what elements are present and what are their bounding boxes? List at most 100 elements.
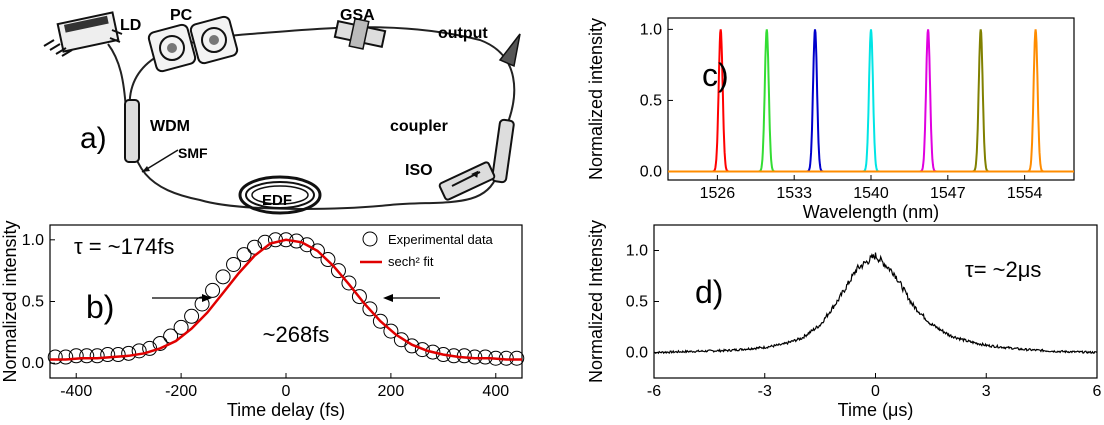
component-label-wdm: WDM bbox=[150, 118, 190, 135]
y-tick-label: 0.5 bbox=[626, 294, 648, 311]
y-axis-label: Normalized intensity bbox=[0, 220, 20, 382]
isolator-icon bbox=[438, 161, 496, 201]
y-tick-label: 1.0 bbox=[22, 232, 44, 249]
experimental-data-point bbox=[362, 301, 378, 317]
component-label-smf: SMF bbox=[178, 145, 208, 161]
component-label-edf: EDF bbox=[262, 192, 292, 209]
y-tick-label: 0.0 bbox=[22, 355, 44, 372]
x-tick-label: 400 bbox=[482, 383, 509, 400]
y-tick-label: 1.0 bbox=[640, 21, 662, 38]
component-label-iso: ISO bbox=[405, 162, 433, 179]
panel-label-c: c) bbox=[702, 57, 729, 93]
x-tick-label: 0 bbox=[282, 383, 291, 400]
experimental-data-point bbox=[425, 344, 441, 360]
fwhm-annotation: ~268fs bbox=[263, 322, 330, 347]
fwhm-arrowhead-right bbox=[383, 294, 393, 302]
gsa-connector-icon bbox=[333, 17, 387, 50]
experimental-data-point bbox=[110, 347, 126, 363]
x-tick-label: -400 bbox=[60, 383, 92, 400]
experimental-data-point bbox=[100, 347, 116, 363]
panel-label-b: b) bbox=[86, 289, 114, 325]
legend-label-fit: sech² fit bbox=[388, 254, 434, 269]
experimental-data-point bbox=[184, 308, 200, 324]
output-coupler-icon bbox=[491, 118, 515, 184]
component-label-output: output bbox=[438, 25, 488, 42]
experimental-data-point bbox=[236, 247, 252, 263]
x-tick-label: 3 bbox=[982, 383, 991, 400]
y-tick-label: 0.0 bbox=[640, 163, 662, 180]
wdm-coupler-icon bbox=[124, 99, 140, 163]
spectral-peak-line bbox=[914, 29, 942, 173]
spectral-peak-line bbox=[801, 29, 829, 173]
y-tick-label: 0.5 bbox=[22, 294, 44, 311]
experimental-data-point bbox=[58, 349, 74, 365]
component-label-pc: PC bbox=[170, 7, 193, 24]
y-axis-label: Normalized Intensity bbox=[586, 220, 606, 383]
experimental-data-point bbox=[330, 263, 346, 279]
component-label-coupler: coupler bbox=[390, 118, 448, 135]
spectral-peak-line bbox=[753, 29, 780, 173]
component-label-gsa: GSA bbox=[340, 7, 375, 24]
experimental-data-point bbox=[152, 335, 168, 351]
tau-annotation: τ = ~174fs bbox=[74, 234, 174, 259]
experimental-data-point bbox=[341, 275, 357, 291]
experimental-data-point bbox=[47, 349, 63, 365]
panel-label-d: d) bbox=[695, 274, 723, 310]
x-axis-label: Wavelength (nm) bbox=[803, 202, 939, 222]
x-tick-label: 1540 bbox=[853, 185, 889, 202]
legend-label-experimental: Experimental data bbox=[388, 232, 494, 247]
experimental-data-point bbox=[89, 348, 105, 364]
spectral-peak-line bbox=[857, 29, 885, 173]
experimental-data-point bbox=[121, 345, 137, 361]
y-tick-label: 1.0 bbox=[626, 243, 648, 260]
fwhm-arrowhead-left bbox=[202, 294, 212, 302]
panel-b-autocorrelation-chart: -400 -200 0 200 400 0.0 0.5 1.0 Time delay (fs) N… bbox=[0, 220, 525, 420]
experimental-data-point bbox=[215, 269, 231, 285]
panel-c-spectrum-chart: 1526 1533 1540 1547 1554 0.0 0.5 1.0 Wavelength … bbox=[586, 17, 1075, 222]
experimental-data-point bbox=[226, 256, 242, 272]
y-tick-label: 0.0 bbox=[626, 345, 648, 362]
sech2-fit-line bbox=[50, 238, 522, 361]
x-tick-label: 1533 bbox=[776, 185, 812, 202]
panel-a-schematic: LD PC GSA output WDM coupler SMF ISO EDF… bbox=[43, 7, 521, 215]
pulse-trace-line bbox=[653, 252, 1098, 355]
x-axis-label: Time (μs) bbox=[838, 400, 914, 420]
x-tick-label: -3 bbox=[758, 383, 772, 400]
spectral-peak-line bbox=[707, 29, 734, 173]
experimental-data-point bbox=[383, 323, 399, 339]
experimental-data-point bbox=[477, 349, 493, 365]
x-tick-label: 1526 bbox=[700, 185, 736, 202]
experimental-data-point bbox=[351, 289, 367, 305]
x-tick-label: 6 bbox=[1093, 383, 1102, 400]
y-axis-label: Normalized intensity bbox=[586, 18, 606, 180]
experimental-data-point bbox=[173, 319, 189, 335]
experimental-data-point bbox=[131, 343, 147, 359]
panel-label-a: a) bbox=[80, 122, 107, 155]
experimental-data-point bbox=[372, 313, 388, 329]
x-tick-label: 0 bbox=[871, 383, 880, 400]
legend-marker-experimental bbox=[362, 231, 378, 247]
experimental-data-point bbox=[320, 252, 336, 268]
x-tick-label: 200 bbox=[378, 383, 405, 400]
experimental-data-point bbox=[309, 243, 325, 259]
laser-diode-icon bbox=[43, 11, 127, 111]
x-tick-label: 1554 bbox=[1007, 185, 1043, 202]
spectral-peak-line bbox=[1022, 29, 1049, 173]
x-tick-label: -200 bbox=[165, 383, 197, 400]
spectral-peak-line bbox=[967, 29, 994, 173]
panel-d-pulse-train-chart: -6 -3 0 3 6 0.0 0.5 1.0 Time (μs) Normalized Inte… bbox=[586, 220, 1102, 420]
y-tick-label: 0.5 bbox=[640, 92, 662, 109]
experimental-data-point bbox=[79, 348, 95, 364]
experimental-data-point bbox=[404, 338, 420, 354]
output-connector-icon bbox=[498, 33, 521, 68]
experimental-data-point bbox=[205, 282, 221, 298]
x-tick-label: 1547 bbox=[930, 185, 966, 202]
component-label-ld: LD bbox=[120, 17, 141, 34]
experimental-data-point bbox=[68, 348, 84, 364]
tau-annotation-d: τ= ~2μs bbox=[965, 257, 1041, 282]
polarization-controller-icon bbox=[147, 15, 239, 73]
x-tick-label: -6 bbox=[647, 383, 661, 400]
edf-coil-icon bbox=[238, 175, 322, 215]
x-axis-label: Time delay (fs) bbox=[227, 400, 345, 420]
